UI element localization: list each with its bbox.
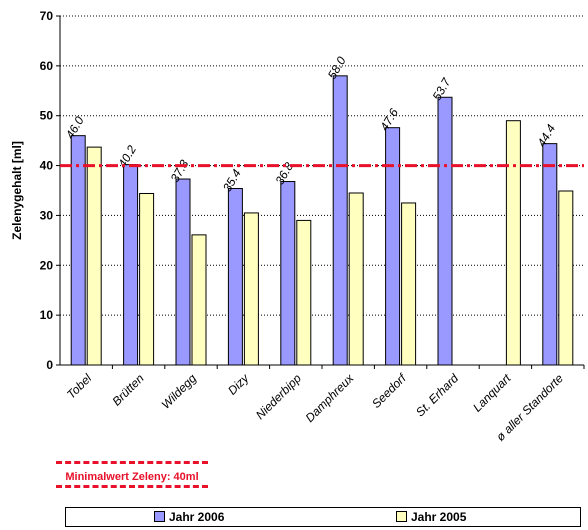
x-tick-label: Wildegg [159,371,200,412]
y-tick-label: 60 [40,59,54,73]
bar-series-1 [437,96,453,366]
x-tick-label: Dizy [225,371,252,398]
y-tick-label: 10 [40,308,54,322]
y-tick-label: 50 [40,109,54,123]
legend-item-series-1: Jahr 2006 [154,511,224,524]
bar-series-2 [191,234,207,366]
bar-series-1 [542,143,558,366]
legend: Jahr 2006 Jahr 2005 [65,507,581,527]
legend-item-series-2: Jahr 2005 [396,511,466,524]
bar-series-1 [123,164,139,366]
bar-series-2 [296,219,312,366]
reference-line-legend: Minimalwert Zeleny: 40ml [56,461,208,493]
bar-series-2 [401,202,417,366]
y-tick-label: 70 [40,9,54,23]
bar-series-2 [505,120,521,366]
x-tick-label: Seedorf [369,370,410,411]
legend-label-series-1: Jahr 2006 [169,510,225,524]
reference-line-legend-label: Minimalwert Zeleny: 40ml [65,471,199,483]
legend-swatch-series-1 [154,511,165,522]
x-tick-label: Niederbipp [253,371,304,422]
reference-line-legend-top [56,461,208,464]
legend-label-series-2: Jahr 2005 [411,510,467,524]
y-tick-label: 0 [46,358,53,372]
y-axis-title: Zelenygehalt [ml] [10,141,24,240]
bar-series-2 [139,192,155,366]
x-tick-label: Damphreux [303,371,357,425]
bar-series-1 [332,75,348,366]
x-tick-label: Lanquart [470,371,514,415]
bar-series-1 [227,188,243,366]
x-tick-label: Brütten [109,371,146,408]
x-tick-label: Tobel [64,371,95,402]
bar-series-1 [70,135,86,366]
bar-series-2 [243,212,259,366]
bar-series-2 [86,146,102,366]
y-tick-label: 30 [40,208,54,222]
y-tick-label: 40 [40,159,54,173]
bar-series-1 [280,181,296,366]
bar-series-2 [558,190,574,366]
y-tick-label: 20 [40,258,54,272]
x-tick-label: St. Erhard [413,371,461,419]
legend-swatch-series-2 [396,511,407,522]
bar-series-2 [348,192,364,366]
bar-series-1 [175,178,191,366]
reference-line-legend-bottom [56,485,208,488]
bar-series-1 [385,127,401,366]
